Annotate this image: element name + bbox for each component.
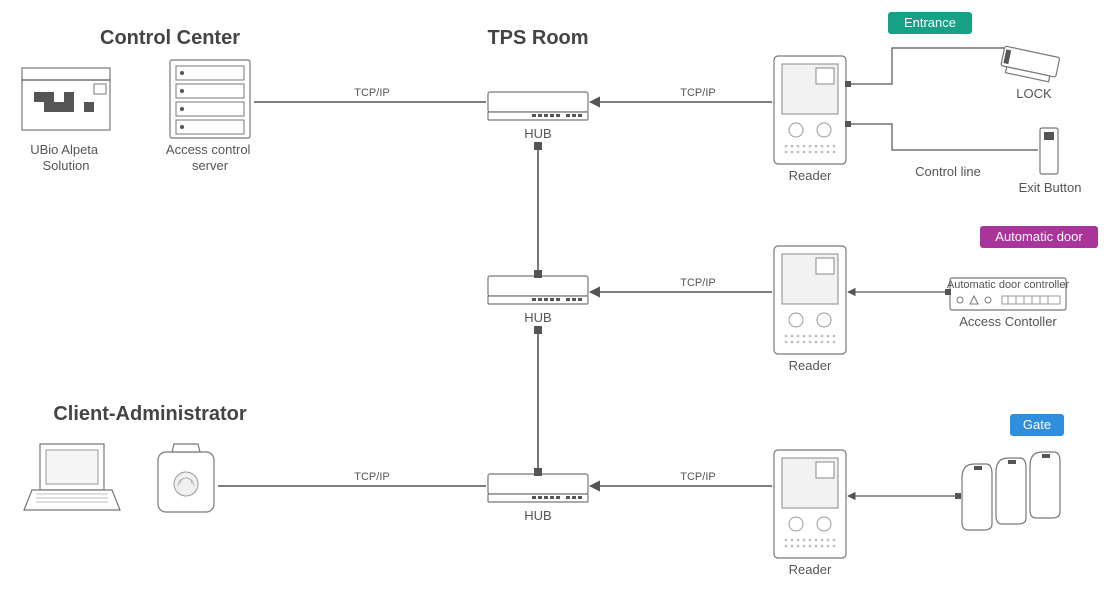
svg-text:Reader: Reader	[789, 358, 832, 373]
edge-label-acs-hub1: TCP/IP	[354, 87, 389, 99]
control-line-label: Control line	[915, 164, 981, 179]
svg-text:Gate: Gate	[1023, 417, 1051, 432]
node-enroll	[158, 444, 214, 512]
edge-label-r1-h1: TCP/IP	[680, 87, 715, 99]
ubio-label-l2: Solution	[43, 158, 90, 173]
edge-reader1-exit	[848, 124, 1038, 150]
edge-label-enroll-hub3: TCP/IP	[354, 471, 389, 483]
node-acs: Access control server	[166, 60, 254, 173]
node-laptop	[24, 444, 120, 510]
node-reader1: Reader	[774, 56, 846, 183]
svg-text:Automatic door: Automatic door	[995, 229, 1083, 244]
edge-label-r3-h3: TCP/IP	[680, 471, 715, 483]
svg-text:Entrance: Entrance	[904, 15, 956, 30]
node-hub3: HUB	[488, 474, 588, 523]
node-lock: LOCK	[1000, 46, 1060, 101]
badge-gate: Gate	[1010, 414, 1064, 436]
edge-reader1-lock	[848, 48, 1004, 84]
acs-label-l2: server	[192, 158, 229, 173]
svg-text:Automatic door controller: Automatic door controller	[947, 279, 1070, 291]
acs-label-l1: Access control	[166, 142, 251, 157]
node-reader2: Reader	[774, 246, 846, 373]
badge-automatic-door: Automatic door	[980, 226, 1098, 248]
node-hub1: HUB	[488, 92, 588, 141]
node-access-controller: Automatic door controller Access Contoll…	[947, 278, 1070, 329]
svg-text:UBio Alpeta Solution: UBio Alpeta Solution	[30, 142, 102, 173]
badge-entrance: Entrance	[888, 12, 972, 34]
node-exitbtn: Exit Button	[1019, 128, 1082, 195]
node-ubio: UBio Alpeta Solution	[22, 68, 110, 173]
ubio-label-l1: UBio Alpeta	[30, 142, 99, 157]
section-control-center: Control Center	[100, 27, 240, 49]
section-client-admin: Client-Administrator	[53, 403, 247, 425]
edge-label-r2-h2: TCP/IP	[680, 277, 715, 289]
node-hub2: HUB	[488, 276, 588, 325]
svg-text:Exit Button: Exit Button	[1019, 180, 1082, 195]
svg-text:Access control server: Access control server	[166, 142, 254, 173]
network-diagram: Control Center TPS Room Client-Administr…	[0, 0, 1115, 614]
svg-text:Reader: Reader	[789, 562, 832, 577]
svg-text:Access Contoller: Access Contoller	[959, 314, 1057, 329]
svg-text:HUB: HUB	[524, 310, 551, 325]
node-gate	[962, 452, 1060, 530]
svg-text:HUB: HUB	[524, 126, 551, 141]
svg-text:LOCK: LOCK	[1016, 86, 1052, 101]
svg-text:Reader: Reader	[789, 168, 832, 183]
svg-text:HUB: HUB	[524, 508, 551, 523]
section-tps-room: TPS Room	[487, 27, 588, 49]
node-reader3: Reader	[774, 450, 846, 577]
